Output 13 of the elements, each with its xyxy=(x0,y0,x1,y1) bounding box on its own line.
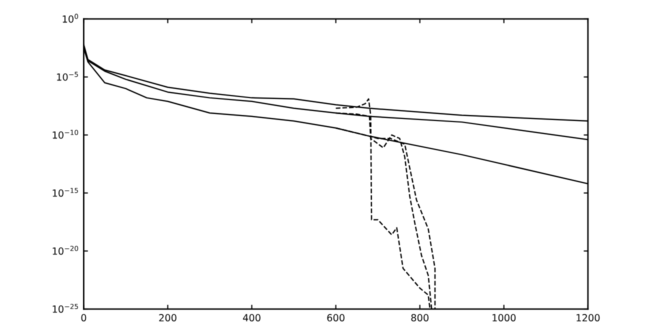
x-tick-label: 200 xyxy=(159,314,176,322)
y-tick-label: 10$^{−5}$ xyxy=(57,72,78,81)
y-tick-label: 10$^{−20}$ xyxy=(52,246,78,255)
y-tick-label: 10$^{−15}$ xyxy=(52,188,78,197)
x-tick-label: 800 xyxy=(411,314,428,322)
x-tick-label: 0 xyxy=(81,314,86,322)
x-tick-label: 400 xyxy=(242,314,260,322)
y-tick-label: 10$^{0}$ xyxy=(62,14,78,23)
y-tick-label: 10$^{−10}$ xyxy=(52,130,78,139)
y-tick-label: 10$^{−25}$ xyxy=(52,304,78,313)
x-tick-label: 1200 xyxy=(576,314,600,322)
x-tick-label: 600 xyxy=(327,314,344,322)
x-tick-label: 1000 xyxy=(492,314,516,322)
